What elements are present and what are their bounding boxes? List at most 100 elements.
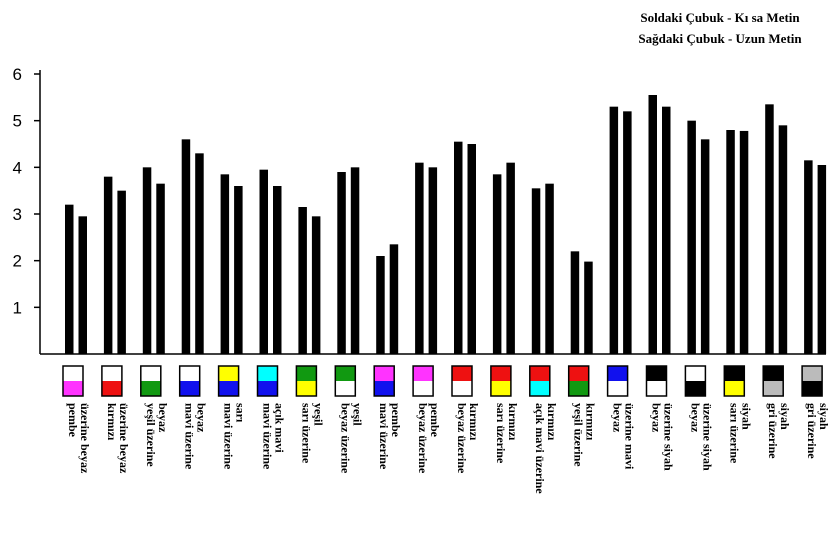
bar-long-text — [273, 186, 282, 354]
bar-short-text — [454, 141, 463, 354]
category-label-line: beyaz — [156, 403, 170, 433]
category-swatch — [217, 365, 240, 397]
bar-short-text — [65, 204, 74, 354]
category-label-line: kırmızı — [105, 403, 119, 441]
swatch-border — [412, 365, 434, 397]
bar-long-text — [311, 216, 321, 354]
swatch-top — [101, 366, 122, 381]
swatch-top — [646, 366, 667, 381]
bar-short-text — [531, 188, 541, 354]
bar-short-text — [259, 169, 268, 354]
swatch-bottom — [179, 381, 200, 396]
swatch-bottom — [607, 381, 628, 396]
swatch-border — [217, 365, 240, 397]
swatch-border — [373, 365, 395, 397]
bar-long-text — [467, 144, 476, 354]
swatch-border — [178, 365, 201, 397]
category-label-line: üzerine beyaz — [117, 403, 131, 474]
legend-right-bar: Sağdaki Çubuk - Uzun Metin — [638, 31, 802, 46]
swatch-bottom — [568, 381, 589, 396]
y-tick-label: 4 — [13, 158, 22, 177]
swatch-top — [257, 366, 278, 381]
swatch-top — [568, 366, 589, 381]
category-swatch — [62, 365, 84, 397]
swatch-border — [801, 365, 823, 397]
bar-short-text — [765, 104, 774, 354]
legend-left-bar: Soldaki Çubuk - Kı sa Metin — [640, 10, 800, 25]
category-label-line: kırmızı — [545, 403, 559, 441]
category-label-line: mavi üzerine — [222, 403, 236, 470]
category-label-line: üzerine beyaz — [78, 403, 92, 474]
swatch-top — [179, 366, 200, 381]
category-label-line: yeşil — [311, 403, 325, 426]
swatch-bottom — [140, 381, 161, 396]
bar-long-text — [584, 261, 593, 354]
category-label-line: pembe — [389, 403, 403, 438]
bar-short-text — [181, 139, 191, 354]
swatch-bottom — [802, 381, 823, 396]
category-label-line: beyaz üzerine — [416, 403, 430, 474]
swatch-bottom — [257, 381, 278, 396]
category-swatch — [451, 365, 473, 397]
swatch-top — [685, 366, 706, 381]
y-tick-label: 3 — [13, 205, 22, 224]
category-label-line: sarı üzerine — [299, 403, 313, 464]
swatch-border — [567, 365, 590, 397]
swatch-top — [413, 366, 434, 381]
swatch-bottom — [452, 381, 472, 396]
category-label-line: beyaz üzerine — [338, 403, 352, 474]
bar-short-text — [804, 160, 813, 354]
swatch-border — [606, 365, 629, 397]
swatch-top — [335, 366, 356, 381]
swatch-bottom — [724, 381, 745, 396]
bar-short-text — [220, 174, 230, 354]
category-label-line: mavi üzerine — [183, 403, 197, 470]
bar-long-text — [739, 130, 749, 354]
category-swatch — [140, 365, 162, 397]
bar-long-text — [78, 216, 87, 354]
category-swatch — [373, 365, 395, 397]
category-label-line: beyaz — [195, 403, 209, 433]
swatch-border — [645, 365, 668, 397]
category-label-line: mavi üzerine — [377, 403, 391, 470]
category-swatch — [762, 365, 784, 397]
category-label-line: kırmızı — [467, 403, 481, 441]
swatch-border — [723, 365, 746, 397]
swatch-top — [63, 366, 83, 381]
swatch-border — [140, 365, 162, 397]
swatch-bottom — [413, 381, 434, 396]
category-label-line: beyaz — [611, 403, 625, 433]
category-swatch — [490, 365, 512, 397]
category-swatch — [529, 365, 551, 397]
swatch-border — [684, 365, 707, 397]
category-swatch — [101, 365, 123, 397]
category-label-line: siyah — [778, 403, 792, 430]
bar-short-text — [570, 251, 580, 354]
category-swatch — [334, 365, 357, 397]
bar-long-text — [545, 183, 554, 354]
category-label-line: sarı üzerine — [727, 403, 741, 464]
bar-short-text — [298, 207, 307, 354]
swatch-border — [334, 365, 357, 397]
y-tick-label: 2 — [13, 252, 22, 271]
bar-long-text — [817, 165, 827, 354]
category-label-line: beyaz — [688, 403, 702, 433]
swatch-bottom — [374, 381, 395, 396]
category-label-line: kırmızı — [506, 403, 520, 441]
category-label-line: gri üzerine — [805, 403, 819, 459]
bar-short-text — [103, 176, 113, 354]
swatch-border — [451, 365, 473, 397]
swatch-top — [763, 366, 784, 381]
category-label-line: üzerine siyah — [662, 403, 676, 471]
bar-long-text — [700, 139, 710, 354]
bar-short-text — [142, 167, 152, 354]
category-swatches — [62, 365, 823, 397]
category-label-line: üzerine siyah — [700, 403, 714, 471]
swatch-bottom — [646, 381, 667, 396]
category-label-line: mavi üzerine — [261, 403, 275, 470]
category-swatch — [295, 365, 318, 397]
category-label-line: siyah — [817, 403, 828, 430]
swatch-bottom — [101, 381, 122, 396]
category-label-line: üzerine mavi — [623, 403, 637, 470]
